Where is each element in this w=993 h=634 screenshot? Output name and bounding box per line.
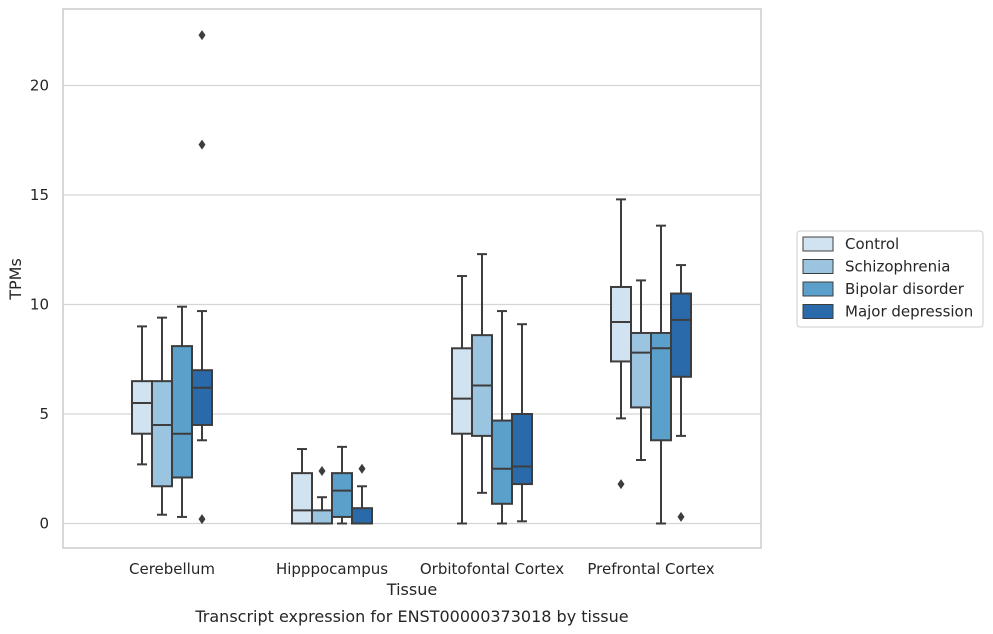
box-major-depression-cerebellum — [191, 30, 213, 525]
x-tick-label: Prefrontal Cortex — [587, 560, 714, 578]
legend-swatch — [802, 259, 834, 274]
box-control-hipppocampus — [291, 448, 313, 525]
iqr-box — [291, 472, 313, 525]
iqr-box — [511, 413, 533, 486]
iqr-box — [171, 345, 193, 479]
box-schizophrenia-orbitofontal-cortex — [471, 253, 493, 494]
legend-label: Control — [845, 235, 899, 253]
iqr-box — [331, 472, 353, 518]
legend: Control Schizophrenia Bipolar disorder Majo… — [796, 230, 984, 328]
box-schizophrenia-prefrontal-cortex — [630, 279, 652, 461]
legend-swatch — [802, 236, 834, 252]
y-tick-label: 5 — [39, 405, 49, 423]
legend-label: Bipolar disorder — [845, 280, 965, 298]
x-tick-label: Hipppocampus — [276, 560, 388, 578]
legend-swatch — [802, 281, 834, 297]
box-bipolar-disorder-orbitofontal-cortex — [491, 310, 513, 525]
box-schizophrenia-hipppocampus — [311, 465, 333, 525]
iqr-box — [151, 380, 173, 488]
iqr-box — [670, 292, 692, 378]
x-tick-label: Cerebellum — [129, 560, 215, 578]
legend-label: Major depression — [845, 303, 973, 321]
boxes — [131, 30, 692, 525]
box-bipolar-disorder-cerebellum — [171, 305, 193, 518]
box-schizophrenia-cerebellum — [151, 316, 173, 516]
x-tick-label: Orbitofontal Cortex — [420, 560, 564, 578]
outlier-point — [617, 479, 625, 490]
box-control-orbitofontal-cortex — [451, 275, 473, 525]
legend-label: Schizophrenia — [845, 258, 950, 276]
plot-frame — [62, 8, 762, 549]
y-tick-labels: 0 5 10 15 20 — [30, 77, 49, 533]
chart-caption: Transcript expression for ENST0000037301… — [194, 607, 628, 626]
iqr-box — [451, 347, 473, 435]
legend-frame — [796, 230, 984, 328]
y-tick-label: 10 — [30, 296, 49, 314]
box-bipolar-disorder-hipppocampus — [331, 445, 353, 525]
iqr-box — [351, 507, 373, 525]
iqr-box — [630, 331, 652, 409]
iqr-box — [491, 419, 513, 505]
outlier-point — [677, 511, 685, 522]
box-control-cerebellum — [131, 325, 153, 466]
outlier-point — [198, 139, 206, 150]
iqr-box — [311, 509, 333, 525]
y-tick-label: 15 — [30, 186, 49, 204]
outlier-point — [318, 465, 326, 476]
box-major-depression-hipppocampus — [351, 463, 373, 525]
y-tick-label: 0 — [39, 515, 49, 533]
iqr-box — [131, 380, 153, 435]
box-major-depression-prefrontal-cortex — [670, 264, 692, 522]
outlier-point — [358, 463, 366, 474]
iqr-box — [610, 285, 632, 363]
box-major-depression-orbitofontal-cortex — [511, 323, 533, 523]
x-axis-label: Tissue — [386, 580, 437, 599]
outlier-point — [198, 30, 206, 41]
outlier-point — [198, 514, 206, 525]
iqr-box — [650, 331, 672, 442]
box-bipolar-disorder-prefrontal-cortex — [650, 224, 672, 525]
iqr-box — [191, 369, 213, 426]
x-tick-labels: Cerebellum Hipppocampus Orbitofontal Corte… — [129, 560, 715, 578]
legend-swatch — [802, 304, 834, 319]
box-control-prefrontal-cortex — [610, 198, 632, 490]
y-axis-label: TPMs — [6, 258, 25, 301]
y-tick-label: 20 — [30, 77, 49, 95]
